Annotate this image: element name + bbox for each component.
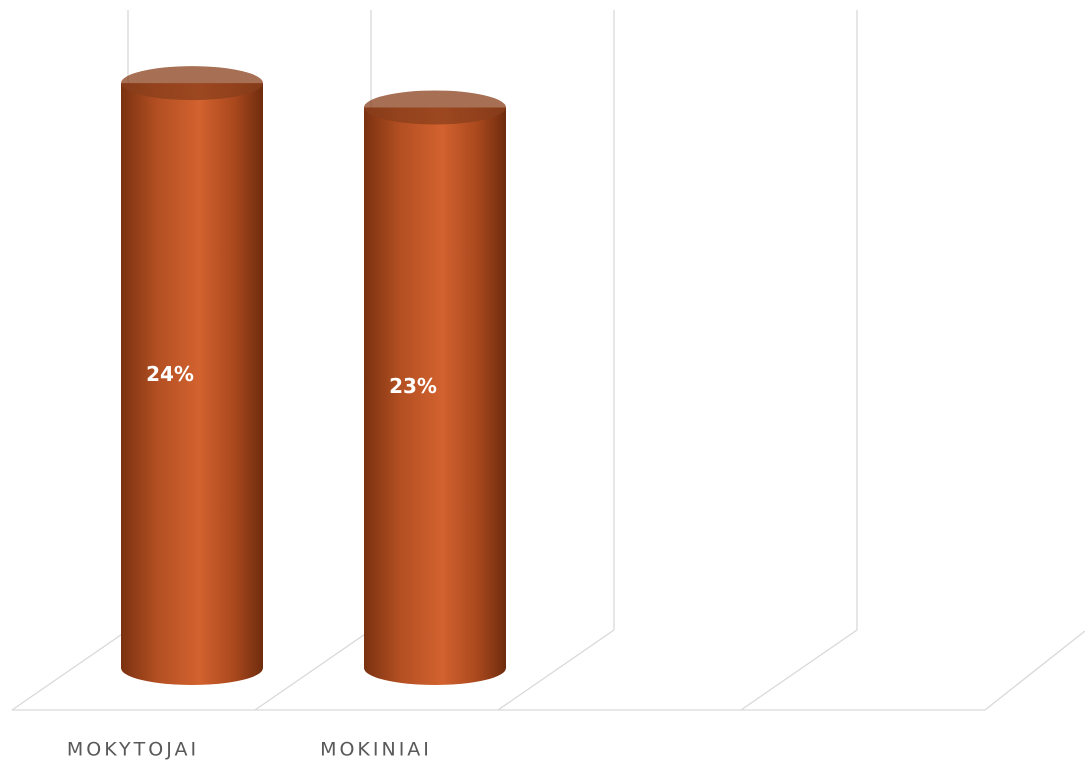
floor-edge xyxy=(11,629,129,711)
cylinder xyxy=(364,90,506,685)
data-label: 23% xyxy=(389,374,437,398)
cylinder-body xyxy=(364,107,506,685)
data-label: 24% xyxy=(146,362,194,386)
cylinder-top xyxy=(121,66,263,101)
x-tick-label: MOKINIAI xyxy=(320,739,432,761)
floor-edge xyxy=(740,629,858,711)
floor-edge xyxy=(254,629,372,711)
cylinder-body xyxy=(121,83,263,686)
cylinder xyxy=(121,66,263,686)
floor-edge xyxy=(984,630,1085,711)
floor-edge xyxy=(497,629,615,711)
x-tick-label: MOKYTOJAI xyxy=(67,739,199,761)
cylinder-top xyxy=(364,90,506,125)
